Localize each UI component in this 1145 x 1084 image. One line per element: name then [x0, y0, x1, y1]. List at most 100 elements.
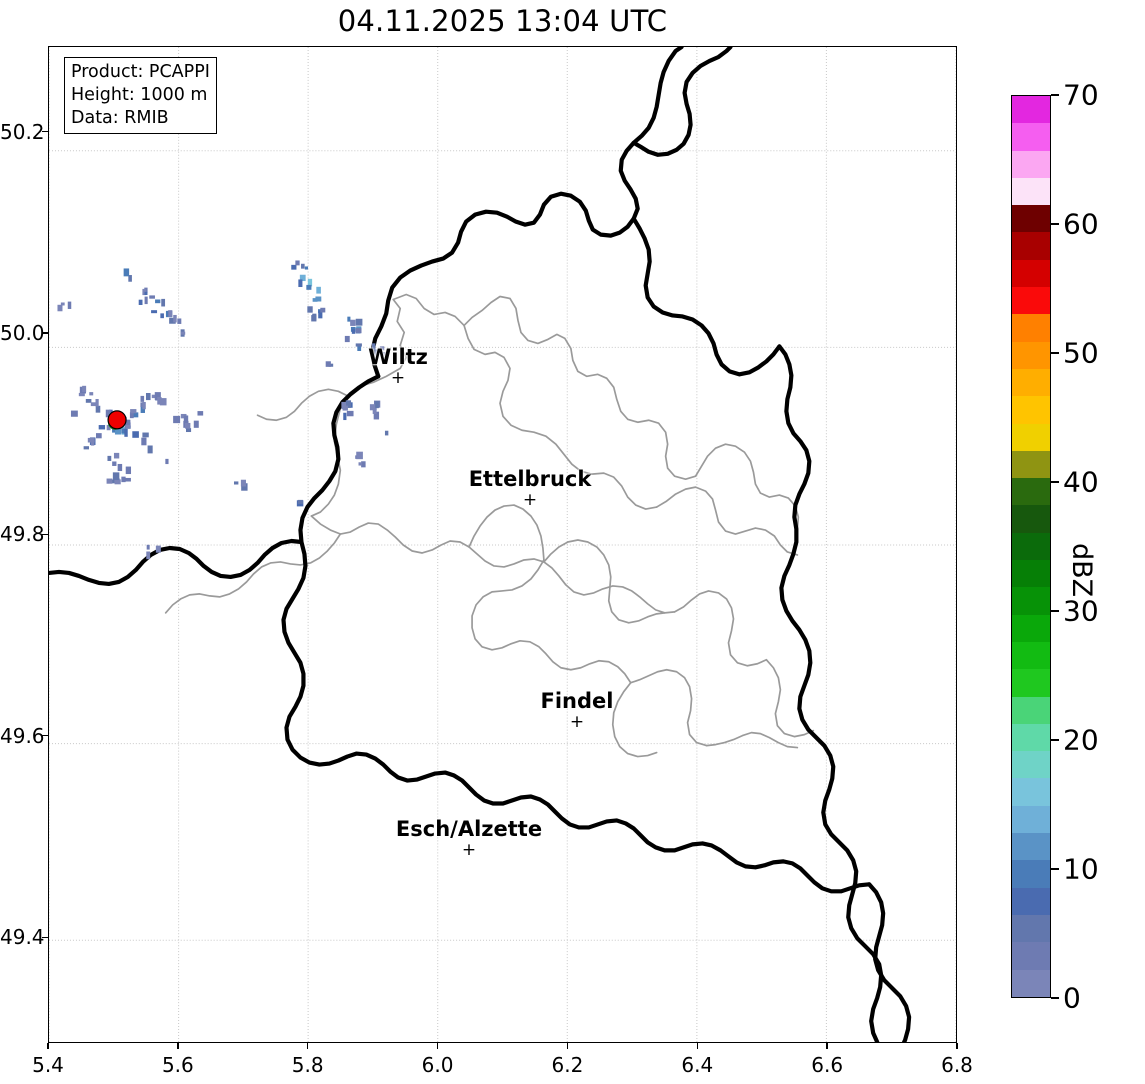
radar-echo-cell	[125, 424, 131, 429]
colorbar-band	[1012, 614, 1050, 642]
colorbar-band	[1012, 587, 1050, 615]
national-border	[49, 47, 912, 1042]
colorbar-tick-label-1: 10	[1063, 852, 1099, 886]
city-label-findel: Findel +	[541, 689, 614, 730]
radar-echo-cell	[160, 313, 164, 319]
radar-echo-cell	[355, 318, 363, 326]
radar-echo-cell	[193, 420, 199, 428]
colorbar-band	[1012, 232, 1050, 260]
radar-echo-cell	[106, 424, 111, 431]
colorbar-tick-mark	[1051, 997, 1059, 999]
radar-echo-cell	[306, 284, 312, 290]
radar-echo-cell	[142, 432, 149, 438]
radar-echo-cell	[371, 343, 376, 351]
radar-echo-cell	[295, 260, 300, 266]
radar-echo-cell	[121, 428, 127, 434]
y-tick-mark	[42, 332, 48, 334]
radar-echo-cell	[112, 427, 116, 433]
colorbar-tick-label-0: 0	[1063, 981, 1081, 1015]
colorbar-band	[1012, 368, 1050, 397]
radar-echo-cell	[117, 463, 123, 472]
colorbar-band	[1012, 532, 1050, 561]
radar-echo-cell	[155, 545, 161, 553]
info-height: Height: 1000 m	[71, 84, 208, 105]
radar-echo-cell	[145, 393, 151, 401]
x-tick-mark	[826, 1043, 828, 1049]
radar-echo-cell	[146, 551, 151, 560]
colorbar-band	[1012, 96, 1050, 124]
radar-echo-cell	[351, 329, 356, 334]
info-data: Data: RMIB	[71, 107, 169, 128]
radar-echo-cell	[83, 446, 90, 450]
colorbar-tick-label-3: 30	[1063, 594, 1099, 628]
radar-map-plot	[48, 46, 957, 1043]
colorbar-tick-mark	[1051, 223, 1059, 225]
x-tick-label-5: 6.4	[681, 1053, 714, 1077]
radar-echo-cell	[144, 291, 148, 296]
city-label-esch-alzette: Esch/Alzette +	[396, 817, 542, 858]
radar-echo-cell	[70, 410, 78, 417]
radar-echo-cell	[346, 410, 354, 417]
radar-echo-cell	[78, 392, 85, 397]
radar-echo-cell	[107, 455, 112, 461]
colorbar-band	[1012, 259, 1050, 288]
radar-echo-cell	[151, 310, 158, 314]
y-tick-mark	[42, 735, 48, 737]
radar-echo-cell	[121, 476, 126, 483]
colorbar-tick-mark	[1051, 868, 1059, 870]
info-product: Product: PCAPPI	[71, 62, 210, 82]
radar-echo-cell	[299, 274, 306, 282]
x-tick-label-7: 6.8	[941, 1053, 973, 1077]
radar-echo-cell	[185, 428, 192, 433]
radar-echo-cell	[384, 430, 389, 436]
radar-echo-cell	[361, 461, 366, 468]
colorbar-band	[1012, 314, 1050, 342]
radar-echo-cell	[180, 413, 187, 419]
radar-echo-cell	[291, 264, 297, 270]
radar-echo-cell	[95, 398, 99, 407]
info-box: Product: PCAPPI Height: 1000 m Data: RMI…	[64, 57, 217, 135]
radar-echo-cell	[345, 400, 352, 408]
radar-echo-cell	[168, 310, 173, 317]
page-title: 04.11.2025 13:04 UTC	[337, 4, 668, 38]
radar-echo-cell	[315, 296, 322, 302]
radar-echo-cell	[181, 331, 186, 335]
colorbar-tick-mark	[1051, 739, 1059, 741]
radar-echo-cell	[301, 263, 305, 269]
radar-echo-cell	[144, 287, 148, 293]
radar-echo-cell	[369, 404, 377, 411]
colorbar-band	[1012, 341, 1050, 369]
radar-echo-cell	[374, 349, 380, 356]
radar-echo-cell	[165, 458, 169, 465]
radar-echo-cell	[185, 422, 191, 429]
radar-echo-cell	[173, 314, 177, 323]
radar-echo-cell	[124, 477, 131, 482]
colorbar-band	[1012, 914, 1050, 943]
radar-echo-layer	[57, 121, 389, 560]
radar-echo-cell	[380, 351, 386, 357]
radar-echo-cell	[320, 307, 326, 313]
colorbar-band	[1012, 177, 1050, 206]
radar-echo-cell	[124, 428, 128, 437]
radar-echo-cell	[146, 544, 150, 550]
x-tick-label-0: 5.4	[32, 1053, 64, 1077]
radar-echo-cell	[112, 472, 120, 481]
radar-echo-cell	[132, 431, 139, 438]
radar-echo-cell	[114, 479, 121, 485]
radar-echo-cell	[347, 316, 351, 322]
radar-echo-cell	[140, 406, 145, 413]
x-tick-mark	[177, 1043, 179, 1049]
radar-echo-cell	[355, 328, 362, 334]
colorbar-band	[1012, 833, 1050, 861]
radar-echo-cell	[307, 278, 313, 287]
x-tick-label-3: 6.0	[421, 1053, 454, 1077]
colorbar-band	[1012, 450, 1050, 479]
radar-echo-cell	[372, 409, 377, 414]
x-tick-mark	[956, 1043, 958, 1049]
radar-echo-cell	[350, 319, 356, 326]
city-name: Wiltz	[368, 345, 428, 369]
colorbar-band	[1012, 478, 1050, 506]
colorbar-band	[1012, 396, 1050, 424]
radar-echo-cell	[307, 306, 313, 313]
radar-echo-cell	[159, 398, 167, 406]
